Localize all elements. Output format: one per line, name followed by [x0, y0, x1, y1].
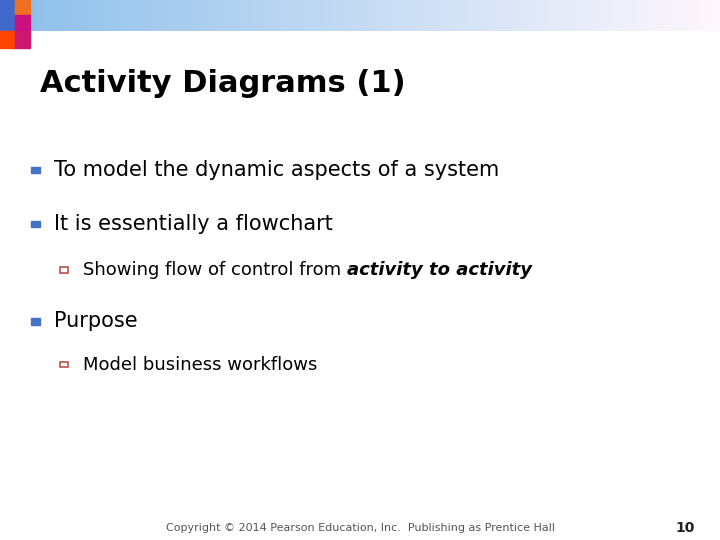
Text: Model business workflows: Model business workflows — [83, 355, 318, 374]
Bar — [31, 221, 40, 227]
Text: To model the dynamic aspects of a system: To model the dynamic aspects of a system — [54, 160, 499, 180]
Bar — [0, 0, 15, 31]
Bar — [15, 16, 30, 31]
Bar — [31, 167, 40, 173]
Bar — [60, 362, 68, 367]
Text: 10: 10 — [675, 521, 695, 535]
Bar — [0, 31, 15, 48]
Bar — [60, 267, 68, 273]
Text: Showing flow of control from: Showing flow of control from — [83, 261, 346, 279]
Text: It is essentially a flowchart: It is essentially a flowchart — [54, 214, 333, 234]
Text: activity to activity: activity to activity — [346, 261, 531, 279]
Bar — [15, 31, 30, 48]
Text: Activity Diagrams (1): Activity Diagrams (1) — [40, 69, 405, 98]
Text: Copyright © 2014 Pearson Education, Inc.  Publishing as Prentice Hall: Copyright © 2014 Pearson Education, Inc.… — [166, 523, 554, 533]
Bar — [15, 0, 30, 16]
Bar — [31, 318, 40, 325]
Text: Purpose: Purpose — [54, 311, 138, 332]
